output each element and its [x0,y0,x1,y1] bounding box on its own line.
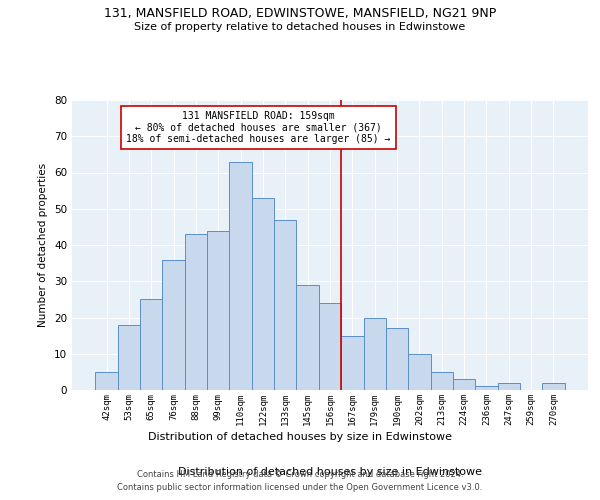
Bar [364,318,386,390]
Bar [274,220,296,390]
Text: Distribution of detached houses by size in Edwinstowe: Distribution of detached houses by size … [148,432,452,442]
Bar [229,162,252,390]
Bar [95,372,118,390]
Bar [252,198,274,390]
Bar [118,325,140,390]
Bar [408,354,431,390]
Bar [207,230,229,390]
Bar [431,372,453,390]
Bar [296,285,319,390]
Text: 131 MANSFIELD ROAD: 159sqm
← 80% of detached houses are smaller (367)
18% of sem: 131 MANSFIELD ROAD: 159sqm ← 80% of deta… [127,111,391,144]
X-axis label: Distribution of detached houses by size in Edwinstowe: Distribution of detached houses by size … [178,466,482,476]
Bar [497,383,520,390]
Text: Size of property relative to detached houses in Edwinstowe: Size of property relative to detached ho… [134,22,466,32]
Bar [453,379,475,390]
Bar [140,300,163,390]
Bar [542,383,565,390]
Bar [386,328,408,390]
Text: Contains public sector information licensed under the Open Government Licence v3: Contains public sector information licen… [118,482,482,492]
Bar [185,234,207,390]
Bar [341,336,364,390]
Bar [163,260,185,390]
Text: Contains HM Land Registry data © Crown copyright and database right 2024.: Contains HM Land Registry data © Crown c… [137,470,463,479]
Bar [475,386,497,390]
Text: 131, MANSFIELD ROAD, EDWINSTOWE, MANSFIELD, NG21 9NP: 131, MANSFIELD ROAD, EDWINSTOWE, MANSFIE… [104,8,496,20]
Bar [319,303,341,390]
Y-axis label: Number of detached properties: Number of detached properties [38,163,49,327]
